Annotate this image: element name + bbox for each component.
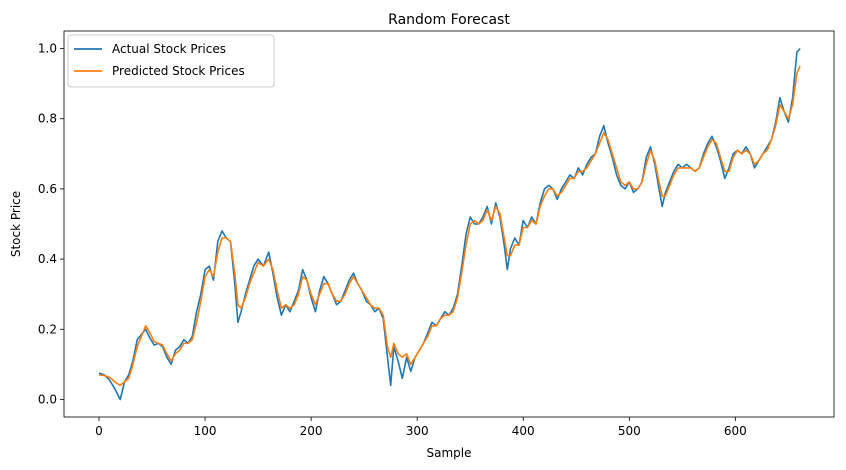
series-line-actual [98,47,801,401]
y-tick-label: 0.2 [38,322,57,336]
y-axis-label: Stock Price [9,191,23,257]
x-tick-label: 100 [194,424,217,438]
legend-label: Predicted Stock Prices [112,64,245,78]
x-axis-label: Sample [427,446,472,460]
legend-label: Actual Stock Prices [112,42,226,56]
y-tick-label: 0.8 [38,112,57,126]
y-tick-label: 1.0 [38,42,57,56]
x-tick-label: 300 [406,424,429,438]
y-tick-label: 0.6 [38,182,57,196]
y-tick-label: 0.0 [38,392,57,406]
y-tick-label: 0.4 [38,252,57,266]
x-tick-label: 600 [724,424,747,438]
y-axis: 0.0 0.2 0.4 0.6 0.8 1.0 [38,42,64,406]
x-tick-label: 200 [300,424,323,438]
x-axis: 0 100 200 300 400 500 600 [95,417,747,438]
series-line-predicted [98,65,801,387]
axes-frame [63,30,835,418]
plot-area [98,47,801,401]
x-tick-label: 400 [512,424,535,438]
legend-box [67,34,275,88]
chart-title: Random Forecast [388,12,510,28]
x-tick-label: 0 [95,424,103,438]
legend: Actual Stock Prices Predicted Stock Price… [67,34,275,88]
x-tick-label: 500 [618,424,641,438]
